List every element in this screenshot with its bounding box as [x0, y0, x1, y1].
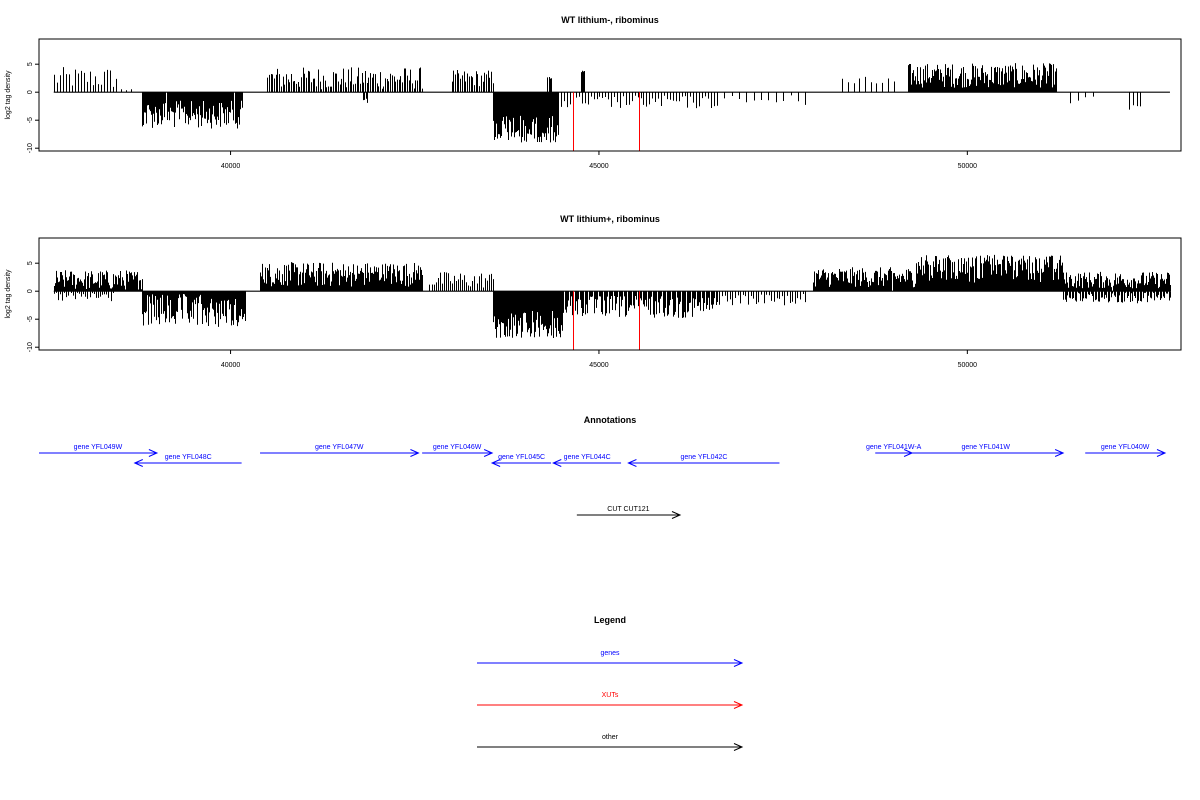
- plot-frame: [38, 237, 1182, 351]
- annotation-arrow: gene YFL048C: [133, 454, 242, 467]
- x-tick-label: 45000: [589, 362, 609, 369]
- y-axis-label: log2 tag density: [5, 269, 12, 319]
- annotation-label: CUT CUT121: [607, 506, 649, 513]
- annotation-arrow: gene YFL044C: [552, 454, 622, 467]
- annotations-title: Annotations: [584, 415, 637, 425]
- legend-arrow-gene: genes: [477, 650, 744, 667]
- legend-arrow-other: other: [477, 734, 744, 751]
- y-tick-label: 5: [27, 62, 34, 66]
- annotation-arrow: CUT CUT121: [576, 506, 682, 519]
- annotation-features: gene YFL049W gene YFL048C gene YFL047W gene…: [39, 444, 1167, 519]
- chart-panel-lithium-minus: WT lithium-, ribominus log2 tag density …: [5, 15, 1182, 170]
- axes: 40000 45000 50000 -10 -5 0 5: [27, 62, 977, 170]
- y-tick-label: -10: [27, 143, 34, 153]
- y-tick-label: -5: [27, 316, 34, 322]
- annotation-arrow: gene YFL047W: [260, 444, 420, 457]
- annotation-label: gene YFL047W: [315, 444, 364, 451]
- legend-arrow-xut: XUTs: [477, 692, 744, 709]
- annotation-label: gene YFL040W: [1101, 444, 1150, 451]
- y-tick-label: 0: [27, 289, 34, 293]
- x-tick-label: 40000: [221, 362, 241, 369]
- annotation-arrow: gene YFL041W: [908, 444, 1065, 457]
- chart-title: WT lithium+, ribominus: [560, 214, 660, 224]
- annotation-label: gene YFL048C: [165, 454, 212, 461]
- y-tick-label: -5: [27, 117, 34, 123]
- y-tick-label: 0: [27, 90, 34, 94]
- legend-label: other: [602, 734, 619, 741]
- annotation-arrow: gene YFL041W-A: [866, 444, 922, 457]
- x-tick-label: 50000: [958, 362, 978, 369]
- signal-bars: [53, 63, 1170, 151]
- legend-items: genes XUTs other: [477, 650, 744, 751]
- plot-frame: [38, 38, 1182, 152]
- annotation-label: gene YFL046W: [433, 444, 482, 451]
- legend-title: Legend: [594, 615, 626, 625]
- legend-label: XUTs: [602, 692, 619, 699]
- x-tick-label: 50000: [958, 163, 978, 170]
- y-tick-label: -10: [27, 342, 34, 352]
- annotation-label: gene YFL044C: [564, 454, 611, 461]
- annotation-label: gene YFL041W-A: [866, 444, 922, 451]
- signal-bars: [53, 254, 1171, 350]
- annotation-arrow: gene YFL046W: [422, 444, 494, 457]
- annotation-label: gene YFL042C: [680, 454, 727, 461]
- y-tick-label: 5: [27, 261, 34, 265]
- annotation-arrow: gene YFL049W: [39, 444, 159, 457]
- chart-title: WT lithium-, ribominus: [561, 15, 659, 25]
- x-tick-label: 40000: [221, 163, 241, 170]
- legend: Legend genes XUTs other: [477, 615, 744, 751]
- x-tick-label: 45000: [589, 163, 609, 170]
- annotation-label: gene YFL045C: [498, 454, 545, 461]
- annotation-label: gene YFL049W: [74, 444, 123, 451]
- annotation-arrow: gene YFL040W: [1085, 444, 1167, 457]
- annotation-arrow: gene YFL042C: [627, 454, 780, 467]
- axes: 40000 45000 50000 -10 -5 0 5: [27, 261, 977, 369]
- annotation-arrow: gene YFL045C: [490, 454, 552, 467]
- y-axis-label: log2 tag density: [5, 70, 12, 120]
- legend-label: genes: [600, 650, 620, 657]
- annotation-label: gene YFL041W: [961, 444, 1010, 451]
- chart-panel-lithium-plus: WT lithium+, ribominus log2 tag density …: [5, 214, 1182, 369]
